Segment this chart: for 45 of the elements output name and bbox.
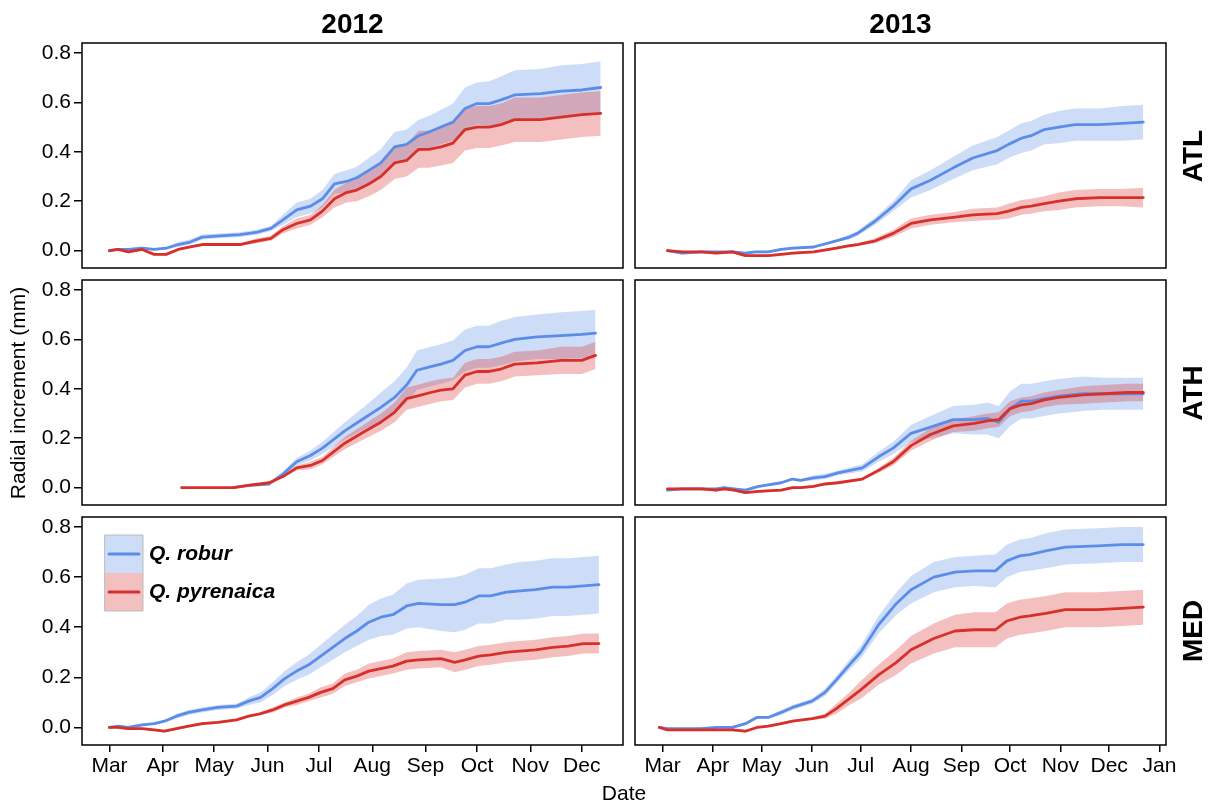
- x-tick-label: Dec: [563, 753, 601, 777]
- legend-label: Q. robur: [149, 540, 234, 564]
- text: MED: [1176, 599, 1209, 663]
- y-tick-label: 0.2: [41, 664, 71, 688]
- x-tick-label: Oct: [993, 753, 1027, 777]
- x-tick-label: Jun: [250, 753, 285, 777]
- x-tick-label: Mar: [644, 753, 681, 777]
- y-axis-title: Radial increment (mm): [5, 286, 30, 499]
- x-tick-label: May: [194, 753, 235, 777]
- x-tick-label: Jul: [847, 753, 875, 777]
- y-tick-label: 0.8: [41, 276, 71, 300]
- x-tick-label: Apr: [146, 753, 180, 777]
- chart-title: 2013: [869, 7, 932, 41]
- x-tick-label: Mar: [91, 753, 128, 777]
- x-tick-label: Jul: [305, 753, 333, 777]
- y-tick-label: 0.6: [41, 326, 71, 350]
- y-tick-label: 0.0: [41, 714, 71, 738]
- x-tick-label: Nov: [511, 753, 550, 777]
- x-tick-label: Apr: [696, 753, 730, 777]
- x-tick-label: Dec: [1090, 753, 1128, 777]
- x-tick-label: Jun: [795, 753, 829, 777]
- x-tick-label: Jan: [1142, 753, 1177, 777]
- x-tick-label: Sep: [942, 753, 981, 777]
- y-tick-label: 0.0: [41, 237, 71, 261]
- legend-label: Q. pyrenaica: [149, 578, 276, 602]
- chart-title: 2012: [321, 7, 384, 41]
- y-tick-label: 0.6: [41, 89, 71, 113]
- y-tick-label: 0.4: [41, 375, 72, 399]
- x-tick-label: May: [741, 753, 782, 777]
- y-tick-label: 0.8: [41, 39, 71, 63]
- text: ATH: [1176, 364, 1209, 421]
- y-tick-label: 0.0: [41, 474, 71, 498]
- x-tick-label: Aug: [353, 753, 391, 777]
- y-tick-label: 0.4: [41, 614, 72, 638]
- y-tick-label: 0.4: [41, 138, 72, 162]
- y-tick-label: 0.2: [41, 188, 71, 212]
- x-axis-title: Date: [601, 780, 647, 803]
- x-tick-label: Nov: [1041, 753, 1080, 777]
- x-tick-label: Sep: [406, 753, 445, 777]
- x-tick-label: Oct: [460, 753, 494, 777]
- text: ATL: [1176, 129, 1209, 182]
- x-tick-label: Aug: [892, 753, 930, 777]
- y-tick-label: 0.8: [41, 513, 71, 537]
- y-tick-label: 0.6: [41, 563, 71, 587]
- y-tick-label: 0.2: [41, 425, 71, 449]
